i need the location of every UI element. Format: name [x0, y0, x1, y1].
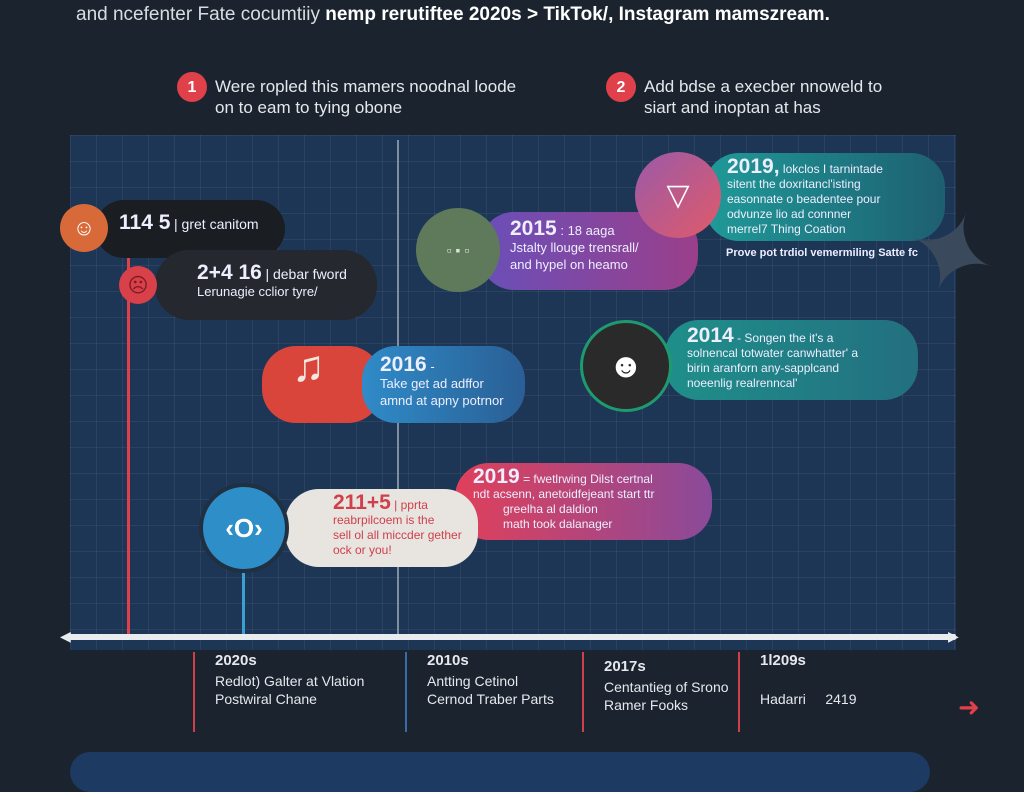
step-text: Add bdse a execber nnoweld to — [644, 77, 883, 96]
timeline-axis — [66, 634, 956, 640]
event-card-2019-bottom: 2019 = fwetlrwing Dilst certnal ndt acse… — [455, 463, 712, 540]
arrow-right-icon: ➜ — [958, 692, 980, 722]
era-2020s: 2020s Redlot) Galter at Vlation Postwiral… — [193, 652, 393, 732]
step-1: 1 Were ropled this mamers noodnal loode o… — [177, 72, 517, 118]
era-year: 2020s — [215, 652, 257, 669]
card-text: sell ol all miccder gether — [333, 528, 462, 542]
event-card-2019-top: 2019, lokclos I tarnintade sitent the do… — [705, 153, 945, 241]
step-number: 2 — [606, 72, 636, 102]
card-text: | debar fword — [265, 266, 347, 282]
era-text: Antting Cetinol Cernod Traber Parts — [427, 673, 554, 707]
event-card-1: 114 5 | gret canitom — [95, 200, 285, 258]
era-2017s: 2017s Centantieg of Srono Ramer Fooks — [582, 652, 732, 732]
card-text: : 18 aaga — [560, 223, 615, 238]
card-year: 2+4 16 — [197, 261, 262, 284]
card-text: = fwetlrwing Dilst certnal — [523, 472, 653, 486]
axis-right-arrow: ▶ — [948, 628, 959, 644]
card-text: birin aranforn any-sapplcand — [687, 361, 840, 375]
card-text: - Songen the it's a — [737, 331, 834, 345]
blue-timeline-line — [242, 560, 245, 640]
card-text: easonnate o beadentee pour — [727, 192, 881, 206]
card-text: ock or you! — [333, 543, 392, 557]
event-card-2: 2+4 16 | debar fword Lerunagie cclior ty… — [155, 250, 377, 320]
card-text: Lerunagie cclior tyre/ — [197, 284, 318, 299]
card-year: 211+5 — [333, 491, 391, 514]
header-plain: and ncefenter Fate cocumtiiy — [76, 4, 326, 25]
card-text: math took dalanager — [503, 517, 613, 531]
card-year: 2014 — [687, 324, 734, 347]
step-number: 1 — [177, 72, 207, 102]
step-text: siart and inoptan at has — [644, 98, 821, 117]
card-text: solnencal totwater canwhatter' a — [687, 346, 859, 360]
card-text: merrel7 Thing Coation — [727, 222, 846, 236]
card-year: 2019, — [727, 155, 780, 178]
card-text: greelha al daldion — [503, 502, 598, 516]
globe-icon: ‹O› — [199, 483, 289, 573]
red-timeline-line — [127, 240, 130, 640]
sad-face-icon: ☹ — [119, 266, 157, 304]
music-note-icon: ♫ — [292, 342, 325, 391]
mouth-icon: ▽ — [635, 152, 721, 238]
era-value: 2419 — [825, 691, 857, 707]
event-card-2014: 2014 - Songen the it's a solnencal totwa… — [665, 320, 918, 400]
era-text: Centantieg of Srono Ramer Fooks — [604, 679, 729, 713]
card-year: 2015 — [510, 217, 557, 240]
music-card: ♫ — [262, 342, 382, 423]
photo-collage-icon: ▫ ▪ ▫ — [416, 208, 500, 292]
monster-icon: ☺ — [60, 204, 108, 252]
era-year: 1l209s — [760, 652, 806, 669]
card-text: Take get ad adffor — [380, 376, 484, 391]
era-2010s: 2010s Antting Cetinol Cernod Traber Parts — [405, 652, 565, 732]
event-card-2016: 2016 - Take get ad adffor amnd at apny po… — [362, 346, 525, 423]
card-text: amnd at apny potrnor — [380, 393, 504, 408]
step-text: on to eam to tying obone — [215, 98, 403, 117]
bottom-banner — [70, 752, 930, 792]
card-text: lokclos I tarnintade — [782, 162, 883, 176]
card-text: | pprta — [394, 498, 428, 512]
card-text: odvunze lio ad connner — [727, 207, 852, 221]
era-text: Redlot) Galter at Vlation Postwiral Chan… — [215, 673, 365, 707]
header-text: and ncefenter Fate cocumtiiy nemp reruti… — [76, 4, 830, 26]
event-card-2115: 211+5 | pprta reabrpilcoem is the sell ol… — [285, 489, 478, 567]
card-text: - — [430, 359, 435, 374]
card-text: Jstalty llouge trensrall/ — [510, 240, 639, 255]
card-text: sitent the doxritancl'isting — [727, 177, 861, 191]
era-year: 2017s — [604, 658, 646, 675]
header-bold: nemp rerutiftee 2020s > TikTok/, Instagr… — [325, 4, 830, 25]
character-icon: ☻ — [580, 320, 672, 412]
step-text: Were ropled this mamers noodnal loode — [215, 77, 517, 96]
era-1l209s: 1l209s Hadarri 2419 — [738, 652, 938, 732]
card-text: noeenlig realrenncal' — [687, 376, 798, 390]
card-text: | gret canitom — [174, 216, 259, 232]
card-text: reabrpilcoem is the — [333, 513, 435, 527]
era-text: Hadarri — [760, 691, 806, 707]
card-year: 2019 — [473, 465, 520, 488]
era-year: 2010s — [427, 652, 469, 669]
card-year: 114 5 — [119, 211, 171, 234]
axis-left-arrow: ◀ — [60, 628, 71, 644]
card-text: ndt acsenn, anetoidfejeant start ttr — [473, 487, 655, 501]
card-text: and hypel on heamo — [510, 257, 628, 272]
card-note: Prove pot trdiol vemermiling Satte fc — [726, 247, 918, 259]
card-year: 2016 — [380, 353, 427, 376]
step-2: 2 Add bdse a execber nnoweld to siart and… — [606, 72, 883, 118]
